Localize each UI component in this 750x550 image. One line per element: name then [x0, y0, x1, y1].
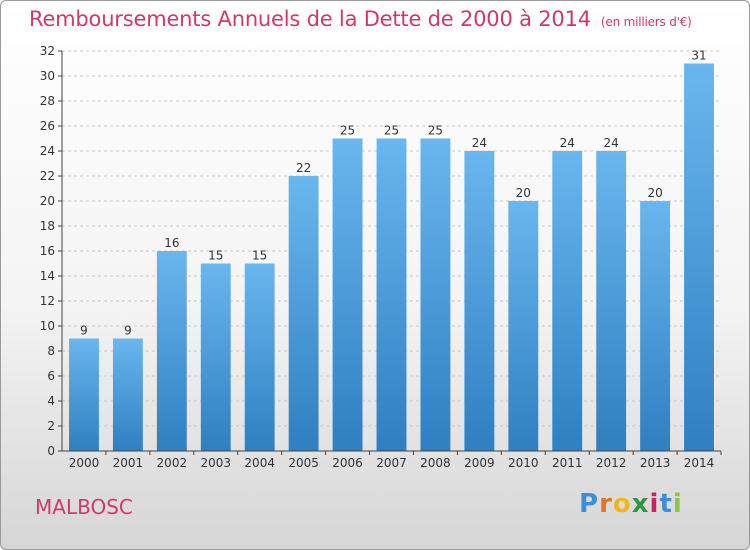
y-tick-label: 8 — [47, 344, 55, 358]
y-tick-label: 14 — [40, 269, 55, 283]
value-label: 24 — [472, 136, 487, 150]
bar-2014 — [684, 63, 714, 451]
y-tick-label: 30 — [40, 69, 55, 83]
y-tick-label: 28 — [40, 94, 55, 108]
commune-name: MALBOSC — [35, 495, 133, 519]
bar-2004 — [244, 263, 275, 451]
value-label: 25 — [340, 124, 355, 138]
x-tick-label: 2014 — [684, 456, 715, 470]
bar-2008 — [420, 138, 451, 451]
y-tick-label: 16 — [40, 244, 55, 258]
logo-letter: x — [631, 489, 650, 519]
x-tick-label: 2000 — [69, 456, 100, 470]
x-tick-label: 2010 — [508, 456, 539, 470]
x-tick-label: 2006 — [332, 456, 363, 470]
y-tick-label: 4 — [47, 394, 55, 408]
x-tick-label: 2007 — [376, 456, 407, 470]
y-tick-label: 10 — [40, 319, 55, 333]
y-tick-label: 24 — [40, 144, 55, 158]
y-tick-label: 12 — [40, 294, 55, 308]
y-tick-label: 26 — [40, 119, 55, 133]
value-label: 15 — [252, 249, 267, 263]
bar-2005 — [288, 176, 319, 451]
bar-2010 — [508, 201, 539, 451]
x-tick-label: 2002 — [157, 456, 188, 470]
bar-2012 — [596, 151, 627, 451]
y-tick-label: 0 — [47, 444, 55, 458]
logo-letter: P — [579, 489, 600, 519]
logo-letter: r — [599, 489, 613, 519]
bar-2013 — [640, 201, 671, 451]
bar-2003 — [200, 263, 231, 451]
x-tick-label: 2013 — [640, 456, 671, 470]
bar-2001 — [112, 338, 143, 451]
y-tick-label: 32 — [40, 44, 55, 58]
x-tick-label: 2003 — [200, 456, 231, 470]
chart-title: Remboursements Annuels de la Dette de 20… — [29, 7, 692, 31]
bar-2002 — [156, 251, 187, 451]
bar-2006 — [332, 138, 363, 451]
proxiti-logo: Proxiti — [579, 489, 683, 519]
x-tick-label: 2009 — [464, 456, 495, 470]
value-label: 25 — [384, 124, 399, 138]
y-tick-label: 6 — [47, 369, 55, 383]
value-label: 25 — [428, 124, 443, 138]
x-tick-label: 2005 — [288, 456, 319, 470]
logo-letter: o — [612, 489, 632, 519]
bar-2011 — [552, 151, 583, 451]
bar-2000 — [69, 338, 99, 451]
value-label: 22 — [296, 161, 311, 175]
y-tick-label: 2 — [47, 419, 55, 433]
value-label: 9 — [124, 324, 132, 338]
value-label: 31 — [691, 49, 706, 63]
x-tick-label: 2004 — [244, 456, 275, 470]
x-tick-label: 2012 — [596, 456, 627, 470]
chart-unit: (en milliers d'€) — [600, 15, 692, 29]
logo-letter: i — [649, 489, 660, 519]
bars — [69, 63, 714, 451]
value-label: 9 — [80, 324, 88, 338]
y-tick-label: 20 — [40, 194, 55, 208]
value-label: 24 — [560, 136, 575, 150]
y-tick-label: 22 — [40, 169, 55, 183]
chart-title-text: Remboursements Annuels de la Dette de 20… — [29, 7, 591, 31]
y-tick-label: 18 — [40, 219, 55, 233]
value-labels: 9 9 16 15 15 22 25 25 25 24 20 24 24 20 31 — [80, 49, 707, 338]
value-label: 24 — [604, 136, 619, 150]
value-label: 20 — [647, 186, 662, 200]
x-tick-label: 2011 — [552, 456, 583, 470]
value-label: 16 — [164, 236, 179, 250]
value-label: 20 — [516, 186, 531, 200]
bar-2009 — [464, 151, 495, 451]
value-label: 15 — [208, 249, 223, 263]
x-tick-label: 2008 — [420, 456, 451, 470]
logo-letter: i — [672, 489, 683, 519]
bar-2007 — [376, 138, 407, 451]
x-tick-label: 2001 — [113, 456, 144, 470]
logo-letter: t — [659, 489, 673, 519]
